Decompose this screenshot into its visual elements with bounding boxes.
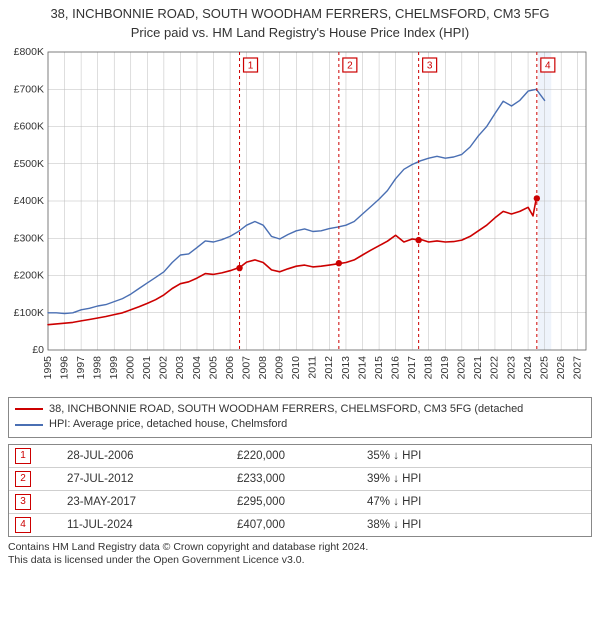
svg-text:2022: 2022 [489, 356, 501, 380]
marker-date: 11-JUL-2024 [67, 519, 237, 531]
svg-text:1997: 1997 [75, 356, 87, 380]
svg-text:£800K: £800K [14, 46, 44, 58]
title-line-1: 38, INCHBONNIE ROAD, SOUTH WOODHAM FERRE… [8, 6, 592, 23]
marker-price: £407,000 [237, 519, 367, 531]
svg-text:1996: 1996 [58, 356, 70, 380]
chart-area: £0 £100K £200K £300K £400K £500K £600K £700K £80… [8, 46, 592, 391]
svg-text:£0: £0 [32, 344, 44, 356]
svg-text:2000: 2000 [125, 356, 137, 380]
marker-badge: 3 [15, 494, 31, 510]
svg-text:2025: 2025 [538, 356, 550, 380]
svg-text:£600K: £600K [14, 120, 44, 132]
marker-table-row: 3 23-MAY-2017£295,00047% ↓ HPI [9, 491, 591, 514]
svg-text:3: 3 [427, 60, 433, 71]
marker-price: £295,000 [237, 496, 367, 508]
legend-label: HPI: Average price, detached house, Chel… [49, 417, 287, 432]
svg-text:2007: 2007 [240, 356, 252, 380]
price-chart-svg: £0 £100K £200K £300K £400K £500K £600K £700K £80… [8, 46, 592, 386]
svg-text:2012: 2012 [323, 356, 335, 380]
svg-text:£300K: £300K [14, 232, 44, 244]
data-attribution-footnote: Contains HM Land Registry data © Crown c… [8, 541, 592, 568]
legend-row: HPI: Average price, detached house, Chel… [15, 417, 585, 432]
svg-text:1999: 1999 [108, 356, 120, 380]
svg-text:1998: 1998 [91, 356, 103, 380]
svg-text:4: 4 [545, 60, 551, 71]
svg-text:2002: 2002 [158, 356, 170, 380]
svg-text:2014: 2014 [356, 356, 368, 380]
footnote-line-2: This data is licensed under the Open Gov… [8, 554, 592, 568]
marker-date: 23-MAY-2017 [67, 496, 237, 508]
marker-table-row: 1 28-JUL-2006£220,00035% ↓ HPI [9, 445, 591, 468]
svg-text:2021: 2021 [472, 356, 484, 380]
legend-label: 38, INCHBONNIE ROAD, SOUTH WOODHAM FERRE… [49, 402, 523, 417]
legend-swatch [15, 408, 43, 410]
title-line-2: Price paid vs. HM Land Registry's House … [8, 25, 592, 42]
marker-date: 28-JUL-2006 [67, 450, 237, 462]
svg-text:2027: 2027 [572, 356, 584, 380]
svg-text:£200K: £200K [14, 269, 44, 281]
svg-text:1995: 1995 [42, 356, 54, 380]
marker-price: £233,000 [237, 473, 367, 485]
svg-text:2023: 2023 [505, 356, 517, 380]
svg-text:2020: 2020 [456, 356, 468, 380]
svg-text:2003: 2003 [174, 356, 186, 380]
svg-text:£100K: £100K [14, 307, 44, 319]
svg-text:2005: 2005 [207, 356, 219, 380]
marker-date: 27-JUL-2012 [67, 473, 237, 485]
svg-text:2017: 2017 [406, 356, 418, 380]
marker-table-row: 4 11-JUL-2024£407,00038% ↓ HPI [9, 514, 591, 536]
legend-row: 38, INCHBONNIE ROAD, SOUTH WOODHAM FERRE… [15, 402, 585, 417]
sales-marker-table: 1 28-JUL-2006£220,00035% ↓ HPI 2 27-JUL-201… [8, 444, 592, 537]
marker-delta: 35% ↓ HPI [367, 450, 585, 462]
footnote-line-1: Contains HM Land Registry data © Crown c… [8, 541, 592, 555]
svg-text:2018: 2018 [423, 356, 435, 380]
svg-text:£400K: £400K [14, 195, 44, 207]
marker-table-row: 2 27-JUL-2012£233,00039% ↓ HPI [9, 468, 591, 491]
svg-text:2001: 2001 [141, 356, 153, 380]
legend-box: 38, INCHBONNIE ROAD, SOUTH WOODHAM FERRE… [8, 397, 592, 438]
svg-text:2015: 2015 [373, 356, 385, 380]
marker-delta: 39% ↓ HPI [367, 473, 585, 485]
marker-badge: 2 [15, 471, 31, 487]
svg-text:1: 1 [248, 60, 254, 71]
svg-text:2009: 2009 [274, 356, 286, 380]
legend-swatch [15, 424, 43, 426]
svg-text:2004: 2004 [191, 356, 203, 380]
svg-text:2026: 2026 [555, 356, 567, 380]
marker-delta: 38% ↓ HPI [367, 519, 585, 531]
svg-text:2016: 2016 [389, 356, 401, 380]
svg-text:2010: 2010 [290, 356, 302, 380]
marker-badge: 1 [15, 448, 31, 464]
svg-text:2019: 2019 [439, 356, 451, 380]
svg-text:2013: 2013 [340, 356, 352, 380]
chart-title-block: 38, INCHBONNIE ROAD, SOUTH WOODHAM FERRE… [8, 6, 592, 42]
svg-text:2006: 2006 [224, 356, 236, 380]
svg-text:2024: 2024 [522, 356, 534, 380]
svg-text:£700K: £700K [14, 83, 44, 95]
svg-text:2008: 2008 [257, 356, 269, 380]
svg-text:£500K: £500K [14, 158, 44, 170]
marker-price: £220,000 [237, 450, 367, 462]
marker-delta: 47% ↓ HPI [367, 496, 585, 508]
svg-text:2: 2 [347, 60, 353, 71]
marker-badge: 4 [15, 517, 31, 533]
svg-text:2011: 2011 [307, 356, 319, 379]
